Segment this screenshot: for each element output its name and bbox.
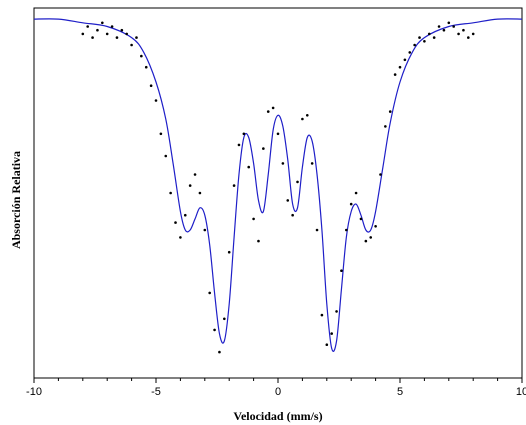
- data-point: [315, 228, 319, 232]
- x-axis-tick-labels: -10 -5 0 5 10: [26, 386, 526, 398]
- x-tick-label: 0: [275, 386, 281, 398]
- data-point: [437, 25, 441, 28]
- data-point: [310, 162, 314, 165]
- data-point: [349, 202, 353, 206]
- data-point: [442, 28, 446, 32]
- data-point: [276, 132, 280, 136]
- data-point: [423, 40, 426, 43]
- x-axis-ticks: [33, 378, 523, 383]
- data-point: [447, 21, 451, 25]
- data-point: [227, 250, 231, 254]
- data-point: [403, 58, 407, 62]
- data-point: [408, 51, 412, 54]
- data-point: [354, 191, 358, 195]
- data-point: [223, 317, 226, 321]
- data-point: [193, 173, 197, 176]
- data-point: [86, 25, 89, 28]
- data-point: [164, 154, 168, 158]
- data-point: [335, 310, 338, 313]
- data-point: [384, 125, 387, 128]
- data-point: [203, 228, 207, 232]
- data-point: [340, 269, 343, 273]
- data-point: [369, 236, 373, 239]
- data-point: [247, 165, 251, 169]
- data-point: [281, 162, 285, 165]
- data-point: [379, 173, 382, 176]
- data-point: [471, 32, 475, 36]
- data-point: [213, 328, 216, 332]
- x-tick-label: -10: [26, 386, 42, 398]
- data-point: [140, 54, 143, 58]
- fit-curve: [33, 18, 523, 352]
- data-point: [452, 25, 455, 28]
- y-axis-title: Absorción Relativa: [9, 151, 23, 249]
- data-point: [252, 217, 255, 221]
- x-tick-label: 10: [516, 386, 526, 398]
- data-point: [179, 236, 182, 239]
- data-point: [159, 132, 163, 136]
- data-point: [262, 147, 265, 150]
- data-point: [154, 99, 158, 102]
- data-point: [271, 106, 275, 110]
- data-point: [110, 25, 114, 28]
- data-point: [296, 180, 299, 184]
- data-point: [169, 191, 172, 195]
- data-point: [174, 221, 177, 224]
- data-point: [120, 28, 124, 32]
- plot-frame: [33, 7, 523, 379]
- data-point: [330, 332, 333, 335]
- x-tick-label: -5: [151, 386, 161, 398]
- data-point: [427, 32, 431, 36]
- data-point: [413, 43, 416, 47]
- data-point: [457, 32, 460, 36]
- data-point: [218, 350, 221, 354]
- x-axis-title: Velocidad (mm/s): [233, 409, 322, 423]
- data-point: [91, 36, 94, 39]
- data-point: [467, 36, 470, 39]
- data-point: [115, 36, 119, 39]
- data-point: [364, 239, 368, 243]
- data-point: [374, 225, 377, 228]
- data-point: [237, 143, 241, 147]
- data-point: [320, 313, 324, 317]
- data-point: [266, 110, 270, 113]
- data-point: [393, 73, 397, 76]
- data-point: [149, 84, 153, 87]
- data-point: [286, 199, 290, 202]
- x-tick-label: 5: [397, 386, 403, 398]
- fit-curve-group: [33, 18, 523, 352]
- data-point: [242, 132, 246, 136]
- data-point: [130, 43, 133, 47]
- plot-border: [33, 7, 523, 379]
- data-point: [418, 36, 421, 39]
- data-point: [257, 239, 260, 243]
- data-point: [388, 110, 392, 113]
- data-point: [105, 32, 109, 36]
- data-point: [208, 291, 211, 295]
- data-point: [345, 228, 348, 232]
- data-point: [232, 184, 236, 187]
- data-point: [81, 32, 85, 36]
- data-point: [198, 191, 202, 195]
- data-point: [325, 343, 329, 347]
- data-point: [432, 36, 436, 39]
- data-point: [101, 21, 104, 25]
- data-point: [135, 36, 138, 39]
- data-point: [305, 114, 309, 117]
- data-point: [144, 65, 148, 69]
- data-point: [183, 213, 187, 217]
- data-point: [96, 28, 99, 32]
- data-point: [301, 117, 304, 121]
- data-point: [188, 184, 192, 187]
- data-point: [398, 65, 402, 69]
- data-point: [462, 28, 465, 32]
- data-points-group: [81, 21, 475, 354]
- data-point: [125, 32, 129, 36]
- data-point: [291, 213, 294, 217]
- data-point: [359, 217, 363, 221]
